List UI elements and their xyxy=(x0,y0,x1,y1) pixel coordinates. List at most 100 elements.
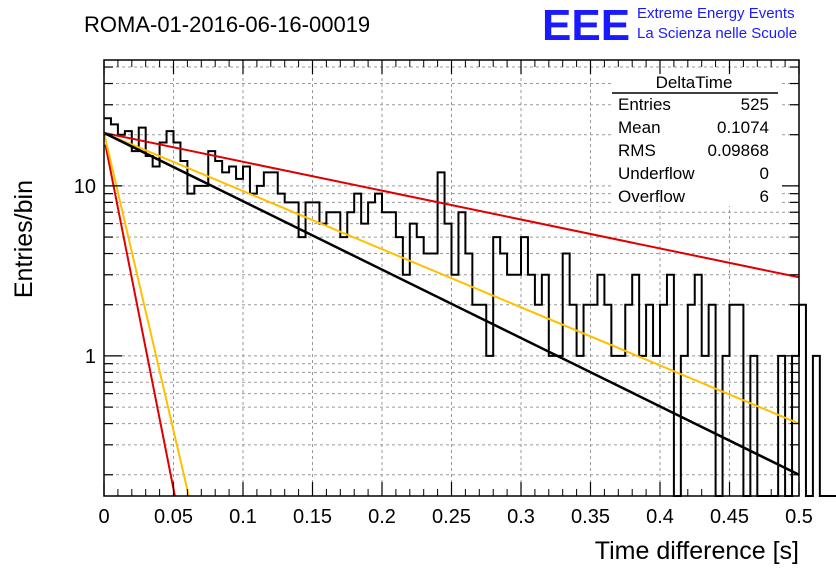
histogram-bin xyxy=(229,167,236,496)
histogram-bin xyxy=(104,118,111,496)
x-tick-labels: 0 0.05 0.1 0.15 0.2 0.25 0.3 0.35 0.4 0.45 0.5 xyxy=(98,506,812,528)
histogram-bin xyxy=(201,186,208,496)
histogram-bin xyxy=(375,194,382,496)
histogram-bin xyxy=(570,305,577,496)
stats-row-label: Underflow xyxy=(618,164,695,183)
x-tick-label: 0.45 xyxy=(710,506,749,528)
histogram-bin xyxy=(180,161,187,496)
histogram-bin xyxy=(625,305,632,496)
histogram-bars xyxy=(104,117,836,497)
histogram-bin xyxy=(493,237,500,496)
x-tick-label: 0.05 xyxy=(154,506,193,528)
histogram-bin xyxy=(500,254,507,496)
histogram-bin xyxy=(278,194,285,496)
y-tick-label: 10 xyxy=(74,176,96,198)
histogram-bin xyxy=(458,212,465,496)
histogram-bin xyxy=(292,202,299,496)
histogram-bin xyxy=(688,305,695,496)
histogram-bin xyxy=(431,254,438,496)
histogram-bin xyxy=(333,212,340,496)
histogram-bin xyxy=(632,275,639,496)
stats-row-value: 0.09868 xyxy=(708,141,769,160)
x-tick-label: 0 xyxy=(98,506,109,528)
histogram-bin xyxy=(445,224,452,496)
y-tick-label: 1 xyxy=(85,346,96,368)
x-tick-label: 0.3 xyxy=(507,506,535,528)
fit-line xyxy=(103,131,800,279)
stats-row-value: 0 xyxy=(760,164,769,183)
histogram-bin xyxy=(361,224,368,496)
histogram-bin xyxy=(257,186,264,496)
stats-row-label: Overflow xyxy=(618,187,686,206)
x-tick-label: 0.2 xyxy=(368,506,396,528)
histogram-bin xyxy=(403,275,410,496)
histogram-bin xyxy=(118,135,125,496)
fit-line xyxy=(103,132,190,497)
histogram-bin xyxy=(187,194,194,496)
stats-row-value: 6 xyxy=(760,187,769,206)
fit-line xyxy=(103,131,800,476)
histogram-bin xyxy=(591,305,598,496)
fit-lines xyxy=(103,131,800,497)
histogram-bin xyxy=(521,237,528,496)
histogram-bin xyxy=(695,275,702,496)
stats-row-label: RMS xyxy=(618,141,656,160)
fit-line xyxy=(104,144,176,497)
stats-row-label: Mean xyxy=(618,118,661,137)
x-tick-label: 0.1 xyxy=(229,506,257,528)
histogram-bin xyxy=(326,212,333,496)
histogram-bin xyxy=(813,356,820,496)
axis-ticks xyxy=(103,60,800,496)
histogram-bin xyxy=(222,172,229,496)
histogram-bin xyxy=(153,167,160,496)
histogram-bin xyxy=(160,142,167,496)
fit-line xyxy=(103,131,800,425)
histogram-bin xyxy=(479,305,486,496)
histogram-bin xyxy=(465,254,472,496)
stats-box-title: DeltaTime xyxy=(656,73,733,92)
histogram-bin xyxy=(542,275,549,496)
histogram-bin xyxy=(236,179,243,496)
x-tick-label: 0.35 xyxy=(571,506,610,528)
histogram-bin xyxy=(438,172,445,496)
histogram-bin xyxy=(709,305,716,496)
logo-line-2: La Scienza nelle Scuole xyxy=(637,25,797,42)
y-tick-labels: 1 10 xyxy=(74,176,96,368)
histogram-bin xyxy=(208,151,215,496)
histogram-bin xyxy=(535,305,542,496)
y-axis-title: Entries/bin xyxy=(10,180,38,298)
x-tick-label: 0.15 xyxy=(293,506,332,528)
histogram-bin xyxy=(563,254,570,496)
histogram-bin xyxy=(243,167,250,496)
histogram-bin xyxy=(507,275,514,496)
histogram-bin xyxy=(417,237,424,496)
histogram-bin xyxy=(604,305,611,496)
histogram-bin xyxy=(660,305,667,496)
histogram-outline xyxy=(104,117,836,497)
histogram-bin xyxy=(306,202,313,496)
histogram-bin xyxy=(382,212,389,496)
stats-row-value: 525 xyxy=(741,95,769,114)
x-tick-label: 0.5 xyxy=(785,506,813,528)
grid xyxy=(104,60,799,496)
histogram-bin xyxy=(264,172,271,496)
histogram-bin xyxy=(271,172,278,496)
histogram-bin xyxy=(215,161,222,496)
histogram-bin xyxy=(194,186,201,496)
stats-box-frame xyxy=(612,74,782,206)
histogram-bin xyxy=(730,305,737,496)
histogram-bin xyxy=(319,224,326,496)
logo-line-1: Extreme Energy Events xyxy=(637,5,795,22)
stats-row-value: 0.1074 xyxy=(717,118,769,137)
logo-mark: EEE xyxy=(542,1,630,50)
histogram-bin xyxy=(667,275,674,496)
x-tick-label: 0.4 xyxy=(646,506,674,528)
histogram-bin xyxy=(528,275,535,496)
histogram-bin xyxy=(139,128,146,496)
stats-row-label: Entries xyxy=(618,95,671,114)
histogram-bin xyxy=(250,194,257,496)
histogram-bin xyxy=(472,305,479,496)
histogram-bin xyxy=(285,202,292,496)
histogram-bin xyxy=(340,237,347,496)
